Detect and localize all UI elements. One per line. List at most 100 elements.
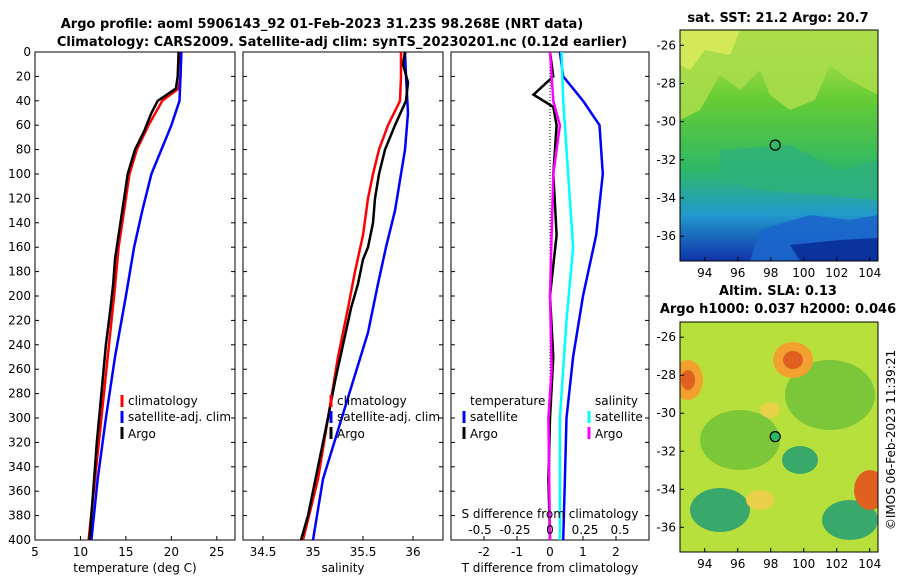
salinity-panel: 34.5 35 35.5 36 salinity climatology satell…	[242, 51, 444, 575]
legend-t-satellite: satellite	[470, 410, 518, 424]
difference-panel: -2 -1 0 1 2 T difference from climatology S …	[450, 51, 650, 575]
x-tick-label: 0	[546, 545, 554, 559]
legend-argo: Argo	[337, 427, 365, 441]
x-tick-label: 1	[579, 545, 587, 559]
s-difference-xlabel: S difference from climatology	[462, 507, 639, 521]
y-tick-label: 120	[8, 191, 31, 205]
x-tick-label: 10	[73, 545, 88, 559]
sla-low	[690, 488, 750, 532]
sla-map-panel: Altim. SLA: 0.13 Argo h1000: 0.037 h2000…	[656, 284, 896, 571]
legend-argo: Argo	[128, 427, 156, 441]
x-tick-label: 20	[164, 545, 179, 559]
y-tick-label: 300	[8, 411, 31, 425]
lon-tick-label: 104	[858, 266, 881, 280]
legend-climatology: climatology	[337, 394, 407, 408]
sla-map-field	[680, 322, 878, 552]
lon-tick-label: 98	[763, 266, 778, 280]
legend-t-argo: Argo	[470, 427, 498, 441]
lat-tick-label: -30	[656, 115, 676, 129]
lon-tick-label: 96	[730, 266, 745, 280]
x-tick-label: 36	[405, 545, 420, 559]
series-satellite-adj-clim	[90, 51, 183, 541]
sla-peak	[854, 470, 878, 510]
legend-climatology: climatology	[128, 394, 198, 408]
credit-text: ©IMOS 06-Feb-2023 11:39:21	[884, 350, 898, 530]
x-tick-label: 25	[209, 545, 224, 559]
y-tick-label: 360	[8, 484, 31, 498]
difference-depth-ticks	[451, 51, 649, 541]
lat-tick-label: -30	[656, 406, 676, 420]
y-tick-label: 100	[8, 167, 31, 181]
sla-peak	[681, 370, 695, 390]
y-tick-label: 260	[8, 362, 31, 376]
lat-tick-label: -36	[656, 520, 676, 534]
salinity-axes	[242, 51, 444, 541]
lon-tick-label: 94	[697, 557, 712, 571]
y-tick-label: 20	[16, 69, 31, 83]
sst-map-panel: sat. SST: 21.2 Argo: 20.7 94 96 98 100 102 10…	[656, 11, 881, 280]
y-tick-label: 80	[16, 143, 31, 157]
title-line-1: Argo profile: aoml 5906143_92 01-Feb-202…	[61, 17, 583, 32]
t-difference-xlabel: T difference from climatology	[461, 561, 639, 575]
legend-temperature-heading: temperature	[470, 394, 545, 408]
lat-tick-label: -34	[656, 482, 676, 496]
lat-tick-label: -34	[656, 191, 676, 205]
x-tick-label: -1	[511, 545, 523, 559]
salinity-depth-ticks	[243, 51, 443, 541]
sla-blob	[785, 360, 875, 430]
sla-map-title-2: Argo h1000: 0.037 h2000: 0.046	[660, 302, 896, 317]
s-tick-label: 0.25	[572, 523, 599, 537]
sla-mid	[760, 402, 780, 418]
y-tick-label: 400	[8, 533, 31, 547]
sla-lat-ticks: -26 -28 -30 -32 -34 -36	[656, 330, 684, 534]
sla-mid	[746, 490, 774, 510]
difference-lines	[531, 51, 605, 541]
y-tick-label: 280	[8, 387, 31, 401]
lon-tick-label: 102	[825, 266, 848, 280]
s-tick-label: -0.5	[468, 523, 491, 537]
title-line-2: Climatology: CARS2009. Satellite-adj cli…	[57, 35, 627, 50]
sla-map-title-1: Altim. SLA: 0.13	[719, 284, 837, 299]
salinity-legend: climatology satellite-adj. clim Argo	[329, 394, 440, 441]
series-s-argo	[547, 51, 562, 541]
sla-blob	[700, 410, 780, 470]
lat-tick-label: -26	[656, 330, 676, 344]
series-satellite-adj-clim	[311, 51, 410, 541]
sst-map-field	[680, 30, 878, 261]
y-tick-label: 140	[8, 216, 31, 230]
lon-tick-label: 102	[825, 557, 848, 571]
y-tick-label: 60	[16, 118, 31, 132]
temperature-ticks: 5 10 15 20 25	[31, 536, 224, 559]
temperature-xlabel: temperature (deg C)	[73, 561, 196, 575]
legend-satellite: satellite-adj. clim	[128, 410, 231, 424]
lat-tick-label: -32	[656, 153, 676, 167]
x-tick-label: 2	[612, 545, 620, 559]
temperature-lines	[87, 51, 183, 541]
sla-lon-ticks: 94 96 98 100 102 104	[697, 548, 881, 571]
series-s-satellite	[558, 51, 575, 540]
legend-s-argo: Argo	[595, 427, 623, 441]
sst-lat-ticks: -26 -28 -30 -32 -34 -36	[656, 38, 684, 243]
series-t-satellite	[558, 51, 605, 541]
salinity-lines	[299, 51, 410, 541]
lat-tick-label: -36	[656, 229, 676, 243]
sst-map-title: sat. SST: 21.2 Argo: 20.7	[687, 11, 868, 26]
x-tick-label: 34.5	[250, 545, 277, 559]
x-tick-label: 5	[31, 545, 39, 559]
s-tick-label: 0.5	[610, 523, 629, 537]
y-tick-label: 240	[8, 338, 31, 352]
sla-argo-marker	[769, 431, 781, 443]
y-tick-label: 340	[8, 460, 31, 474]
lon-tick-label: 94	[697, 266, 712, 280]
y-tick-label: 320	[8, 435, 31, 449]
s-tick-label: 0	[546, 523, 554, 537]
lon-tick-label: 100	[792, 266, 815, 280]
sst-coldest-region	[790, 238, 878, 261]
sst-argo-marker	[769, 139, 781, 151]
sla-peak	[783, 351, 803, 369]
legend-s-satellite: satellite	[595, 410, 643, 424]
y-tick-label: 40	[16, 94, 31, 108]
y-tick-label: 200	[8, 289, 31, 303]
x-tick-label: -2	[478, 545, 490, 559]
